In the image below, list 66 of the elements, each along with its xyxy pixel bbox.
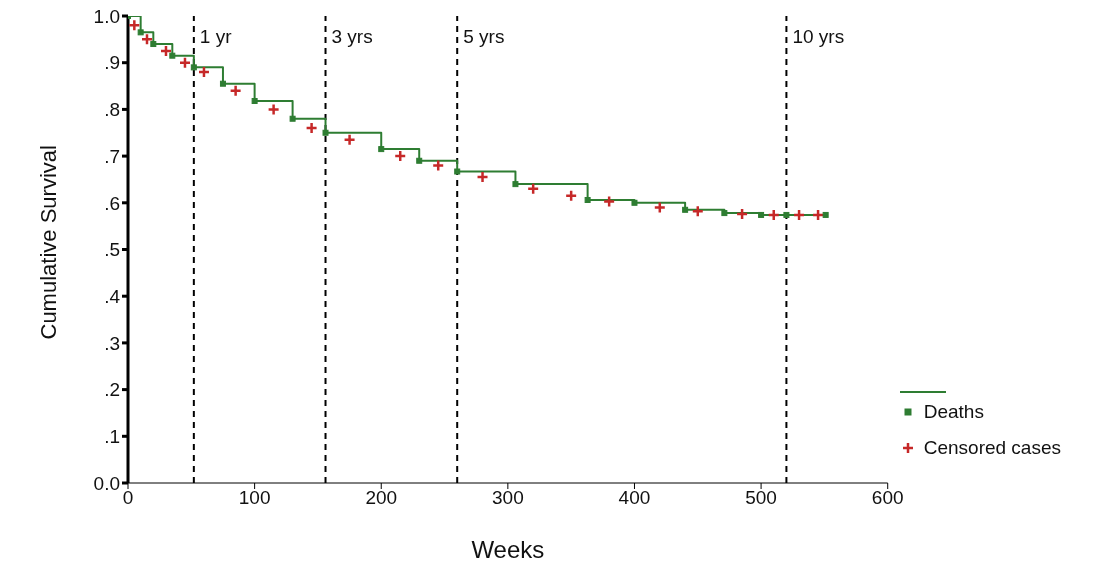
point xyxy=(512,181,519,188)
point xyxy=(526,182,540,196)
point xyxy=(822,211,829,218)
x-tick-label: 200 xyxy=(365,487,398,509)
point xyxy=(682,206,689,213)
point xyxy=(159,44,173,58)
point xyxy=(721,210,728,217)
point xyxy=(783,211,790,218)
y-tick-label: 1.0 xyxy=(93,5,120,27)
point xyxy=(584,197,591,203)
point xyxy=(289,115,296,122)
ref-line-label: 5 yrs xyxy=(463,26,505,48)
x-tick-label: 0 xyxy=(122,487,134,509)
point xyxy=(150,41,157,48)
x-tick-label: 300 xyxy=(492,487,524,509)
point xyxy=(758,211,765,218)
y-tick-label: .5 xyxy=(104,239,120,261)
point xyxy=(140,33,154,46)
point xyxy=(631,199,638,206)
y-tick-label: .6 xyxy=(104,192,120,214)
y-axis-title: Cumulative Survival xyxy=(35,145,61,340)
point xyxy=(767,208,780,222)
point xyxy=(322,129,329,136)
point xyxy=(735,207,749,221)
point xyxy=(305,121,318,135)
point xyxy=(476,170,489,184)
point xyxy=(431,159,445,172)
point xyxy=(267,103,280,116)
point xyxy=(691,204,705,218)
y-tick-label: .1 xyxy=(104,426,120,448)
point xyxy=(251,97,258,104)
point xyxy=(416,157,423,164)
x-tick-label: 500 xyxy=(745,487,777,509)
point xyxy=(454,168,461,175)
point xyxy=(564,189,578,203)
y-tick-label: .9 xyxy=(104,52,120,74)
point xyxy=(378,146,385,153)
x-tick-label: 100 xyxy=(238,487,271,509)
point xyxy=(128,19,141,32)
point xyxy=(219,80,226,87)
legend-label: Deaths xyxy=(923,401,984,423)
x-tick-label: 400 xyxy=(618,487,651,509)
point xyxy=(602,195,616,208)
y-tick-label: .2 xyxy=(104,379,120,401)
legend-label: Censored cases xyxy=(923,437,1061,459)
y-tick-label: .3 xyxy=(104,332,120,354)
y-tick-label: 0.0 xyxy=(93,472,120,494)
point xyxy=(229,84,242,97)
point xyxy=(343,133,356,147)
ref-line-label: 1 yr xyxy=(199,26,233,48)
ref-line-label: 3 yrs xyxy=(331,26,373,48)
point xyxy=(653,201,667,214)
ref-line-label: 10 yrs xyxy=(792,26,845,48)
x-tick-label: 600 xyxy=(871,487,904,509)
y-tick-label: .7 xyxy=(104,145,120,167)
point xyxy=(178,56,192,69)
x-axis-title: Weeks xyxy=(471,536,545,563)
point xyxy=(393,149,407,163)
point xyxy=(190,64,197,71)
point xyxy=(792,208,806,222)
point xyxy=(137,29,144,36)
y-tick-label: .4 xyxy=(104,285,121,307)
point xyxy=(197,65,211,79)
point xyxy=(169,52,176,59)
y-tick-label: .8 xyxy=(104,99,120,121)
point xyxy=(811,208,825,222)
